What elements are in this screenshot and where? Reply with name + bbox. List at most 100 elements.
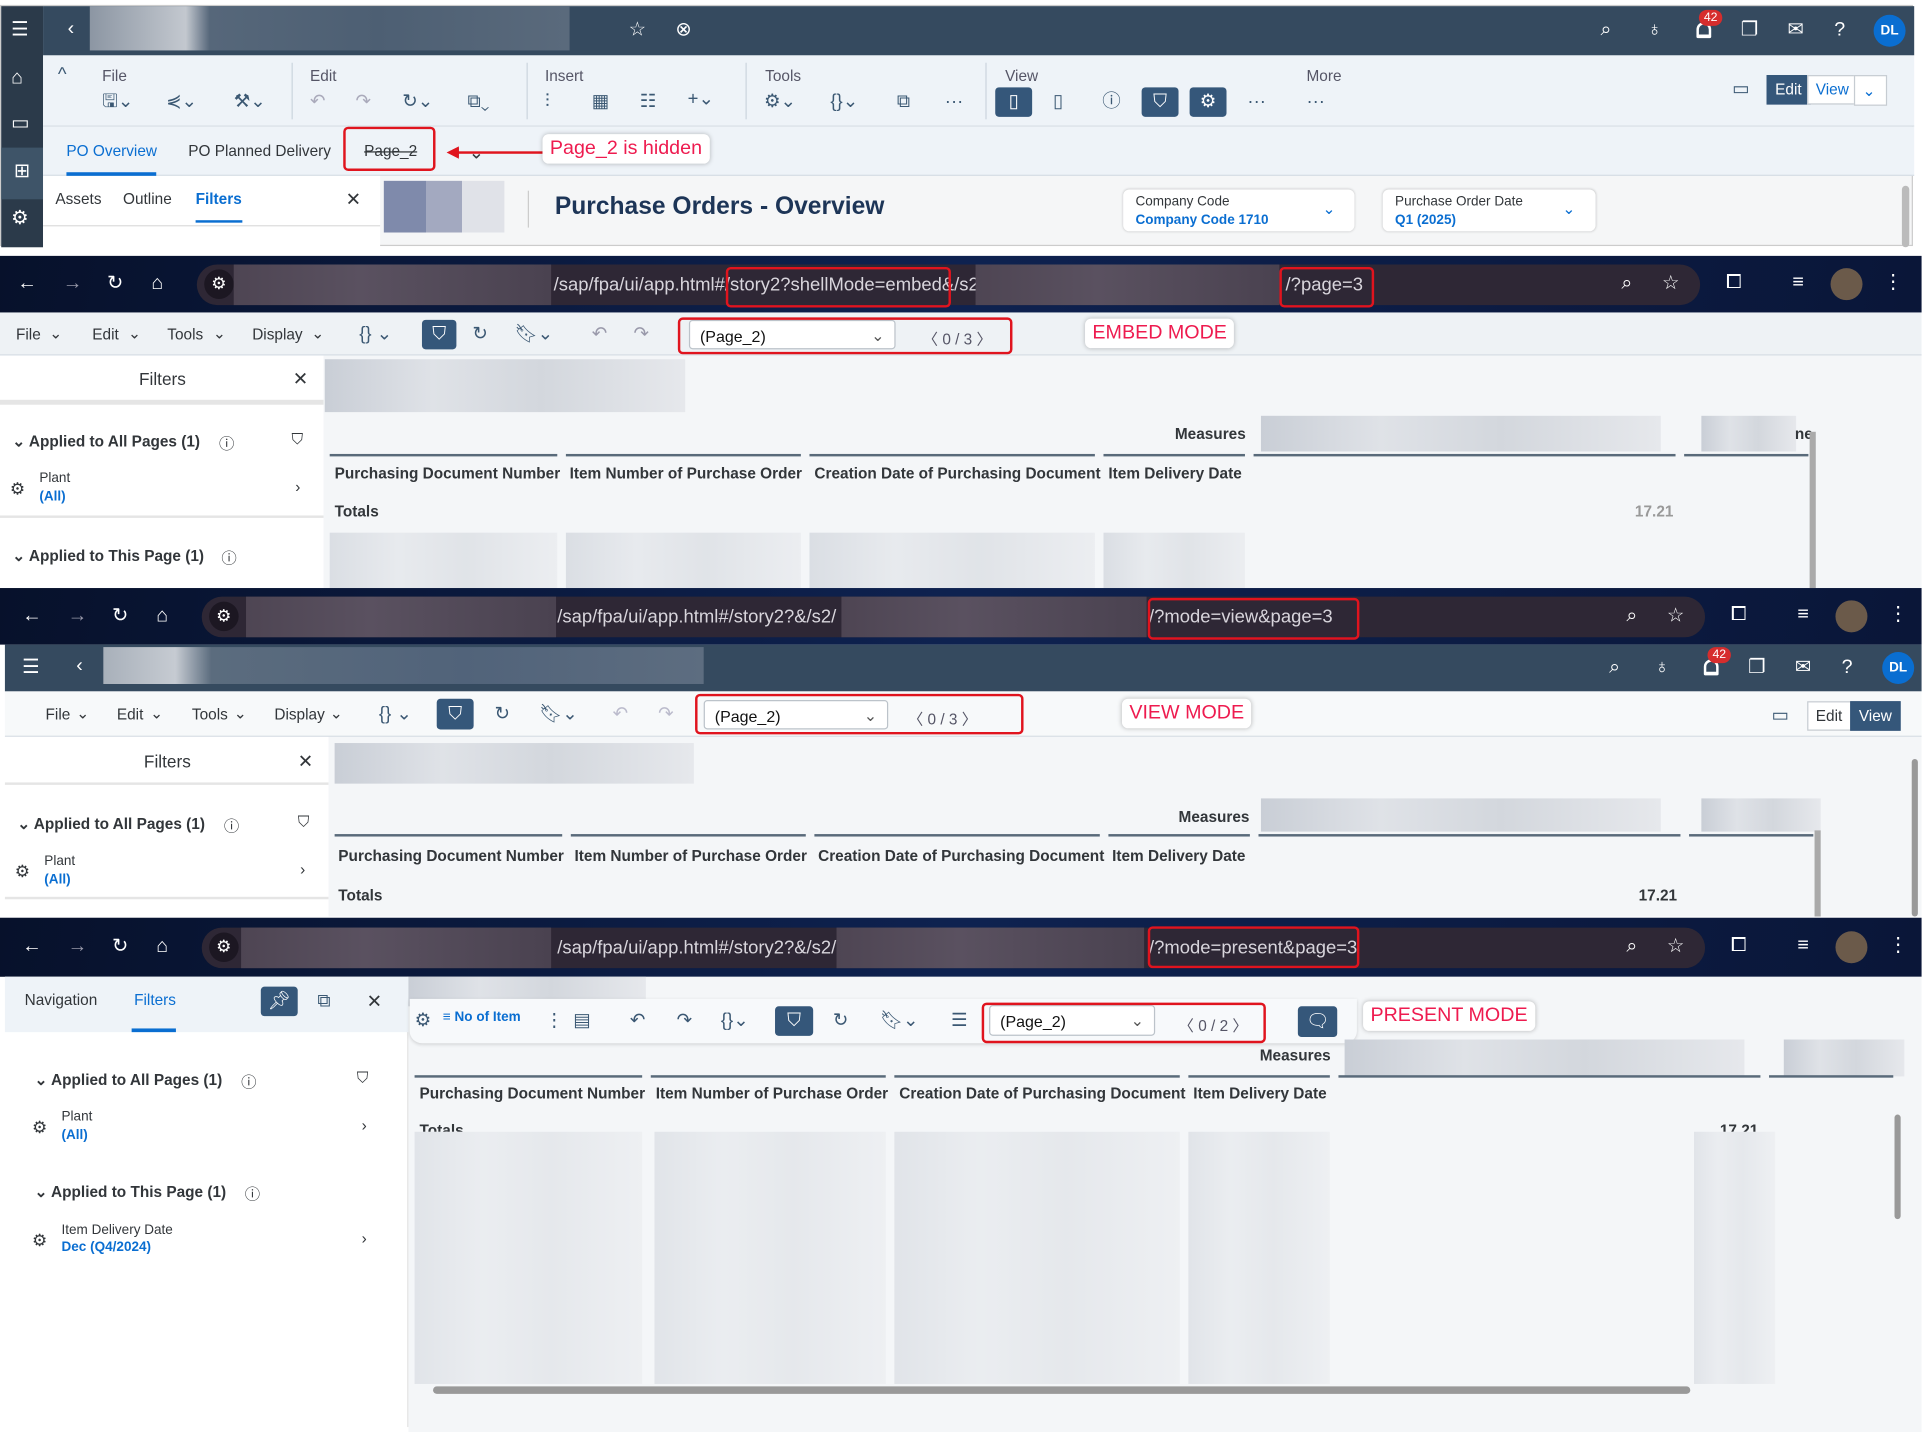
- device-preview-icon[interactable]: ▭: [1771, 704, 1789, 726]
- more-options-icon[interactable]: ⋮: [544, 1009, 564, 1031]
- applied-this-page-header[interactable]: ⌄ Applied to This Page (1): [12, 547, 205, 565]
- bookmark-icon[interactable]: 🔖︎⌄: [514, 323, 554, 345]
- info-icon[interactable]: ⓘ: [218, 435, 235, 453]
- browser-menu-icon[interactable]: ⋮: [1883, 271, 1904, 293]
- zoom-icon[interactable]: ⌕: [1626, 936, 1638, 958]
- extensions-icon[interactable]: ⧠: [1730, 604, 1747, 625]
- address-bar[interactable]: ⚙ /sap/fpa/ui/app.html#/story2?&/s2/ /?m…: [201, 927, 1706, 969]
- filter-icon[interactable]: ⛉: [436, 698, 474, 730]
- lightbulb-icon[interactable]: ♁: [1647, 19, 1663, 41]
- side-tab-outline[interactable]: Outline: [123, 190, 172, 208]
- pin-icon[interactable]: 📌︎: [260, 986, 298, 1017]
- menu-edit[interactable]: Edit: [116, 706, 144, 724]
- home-icon[interactable]: ⌂: [156, 936, 169, 958]
- bookmark-icon[interactable]: 🔖︎⌄: [879, 1009, 919, 1031]
- favorite-star-icon[interactable]: ☆: [628, 19, 647, 41]
- reload-icon[interactable]: ↻: [107, 273, 124, 295]
- undo-icon[interactable]: ↶: [310, 91, 326, 112]
- plant-filter-value[interactable]: (All): [61, 1128, 88, 1143]
- menu-display[interactable]: Display: [274, 706, 325, 724]
- filter-icon[interactable]: ⛉: [775, 1006, 814, 1036]
- menu-tools[interactable]: Tools: [191, 706, 228, 724]
- media-controls-icon[interactable]: ≡: [1797, 604, 1809, 625]
- profile-avatar[interactable]: [1835, 600, 1868, 633]
- edit-mode-button[interactable]: Edit: [1766, 75, 1811, 105]
- view-mode-button[interactable]: View: [1807, 75, 1858, 105]
- chat-icon[interactable]: ❐: [1740, 19, 1759, 41]
- bookmark-icon[interactable]: 🔖︎⌄: [538, 703, 578, 725]
- add-filter-icon[interactable]: ⛉: [356, 1069, 369, 1087]
- applied-all-pages-header[interactable]: ⌄ Applied to All Pages (1): [34, 1071, 223, 1089]
- info-icon[interactable]: ⓘ: [1102, 91, 1121, 112]
- zoom-icon[interactable]: ⌕: [1626, 605, 1638, 627]
- chevron-right-icon[interactable]: ›: [300, 861, 306, 879]
- stories-icon[interactable]: ⊞: [1, 147, 44, 200]
- company-code-filter[interactable]: Company Code Company Code 1710 ⌄: [1123, 189, 1355, 232]
- right-panel-icon[interactable]: ▯: [1053, 91, 1064, 112]
- info-icon[interactable]: ⓘ: [223, 818, 240, 836]
- redo-icon[interactable]: ↷: [676, 1009, 693, 1031]
- close-icon[interactable]: ✕: [292, 369, 309, 390]
- horizontal-scrollbar[interactable]: [433, 1386, 1691, 1394]
- page-scrollbar[interactable]: [1911, 759, 1918, 917]
- view-mode-button[interactable]: View: [1850, 701, 1901, 731]
- reload-icon[interactable]: ↻: [111, 605, 129, 627]
- chevron-right-icon[interactable]: ›: [361, 1117, 367, 1135]
- plant-filter-value[interactable]: (All): [39, 489, 66, 505]
- info-icon[interactable]: ⓘ: [221, 549, 237, 568]
- menu-display[interactable]: Display: [252, 326, 303, 344]
- applied-all-pages-header[interactable]: ⌄ Applied to All Pages (1): [12, 433, 201, 451]
- close-panel-icon[interactable]: ✕: [345, 189, 362, 211]
- scripting-braces-icon[interactable]: {} ⌄: [359, 323, 393, 345]
- add-filter-icon[interactable]: ⛉: [291, 430, 304, 448]
- table-icon[interactable]: ▦: [591, 91, 610, 112]
- bookmark-star-icon[interactable]: ☆: [1666, 605, 1685, 627]
- applied-all-pages-header[interactable]: ⌄ Applied to All Pages (1): [17, 815, 205, 833]
- search-icon[interactable]: ⌕: [1609, 656, 1621, 678]
- close-circle-icon[interactable]: ⊗: [675, 19, 692, 41]
- back-icon[interactable]: ‹: [76, 655, 83, 677]
- side-tab-assets[interactable]: Assets: [55, 190, 102, 208]
- info-icon[interactable]: ⓘ: [241, 1073, 257, 1092]
- back-icon[interactable]: ←: [22, 936, 42, 958]
- feedback-icon[interactable]: ✉: [1794, 656, 1812, 678]
- scripting-braces-icon[interactable]: {} ⌄: [378, 703, 412, 725]
- menu-tools[interactable]: Tools: [167, 326, 204, 344]
- device-preview-icon[interactable]: ▭: [1732, 78, 1750, 100]
- comment-icon[interactable]: 🗨︎: [1297, 1006, 1338, 1038]
- browser-menu-icon[interactable]: ⋮: [1888, 604, 1909, 625]
- builder-icon[interactable]: ⚙: [1189, 87, 1227, 117]
- files-icon[interactable]: ▭: [11, 113, 30, 135]
- close-icon[interactable]: ✕: [297, 751, 314, 773]
- filter-icon[interactable]: ⛉: [421, 319, 457, 350]
- close-icon[interactable]: ✕: [366, 991, 383, 1013]
- lightbulb-icon[interactable]: ♁: [1654, 656, 1670, 678]
- vertical-scrollbar[interactable]: [1814, 830, 1821, 917]
- extensions-icon[interactable]: ⧠: [1725, 271, 1742, 293]
- media-controls-icon[interactable]: ≡: [1797, 934, 1809, 956]
- collapse-toolbar-icon[interactable]: ^: [57, 63, 67, 85]
- user-avatar[interactable]: DL: [1873, 14, 1906, 47]
- chart-icon[interactable]: ⫶: [544, 91, 550, 112]
- save-icon[interactable]: 🖫︎⌄: [102, 91, 134, 112]
- side-tab-navigation[interactable]: Navigation: [24, 991, 98, 1009]
- browser-menu-icon[interactable]: ⋮: [1888, 934, 1909, 956]
- refresh-icon[interactable]: ↻: [494, 703, 511, 725]
- chevron-right-icon[interactable]: ›: [295, 478, 301, 496]
- popout-icon[interactable]: ⧉: [317, 990, 331, 1012]
- profile-avatar[interactable]: [1835, 931, 1868, 964]
- page-select[interactable]: (Page_2) ⌄: [989, 1005, 1156, 1036]
- site-settings-icon[interactable]: ⚙: [209, 932, 239, 963]
- refresh-icon[interactable]: ↻⌄: [402, 91, 434, 112]
- hamburger-menu-icon[interactable]: ☰: [22, 656, 40, 678]
- home-icon[interactable]: ⌂: [156, 605, 169, 627]
- mode-dropdown[interactable]: ⌄: [1853, 75, 1888, 106]
- chat-icon[interactable]: ❐: [1748, 656, 1766, 678]
- calendar-icon[interactable]: ▤: [573, 1009, 591, 1031]
- tab-page-2-hidden[interactable]: Page_2: [364, 142, 418, 160]
- applied-this-page-header[interactable]: ⌄ Applied to This Page (1): [34, 1183, 227, 1201]
- undo-icon[interactable]: ↶: [591, 323, 608, 345]
- scrollbar[interactable]: [1901, 185, 1910, 248]
- copy-icon[interactable]: ⧉⌄: [467, 91, 490, 112]
- home-icon[interactable]: ⌂: [151, 273, 164, 295]
